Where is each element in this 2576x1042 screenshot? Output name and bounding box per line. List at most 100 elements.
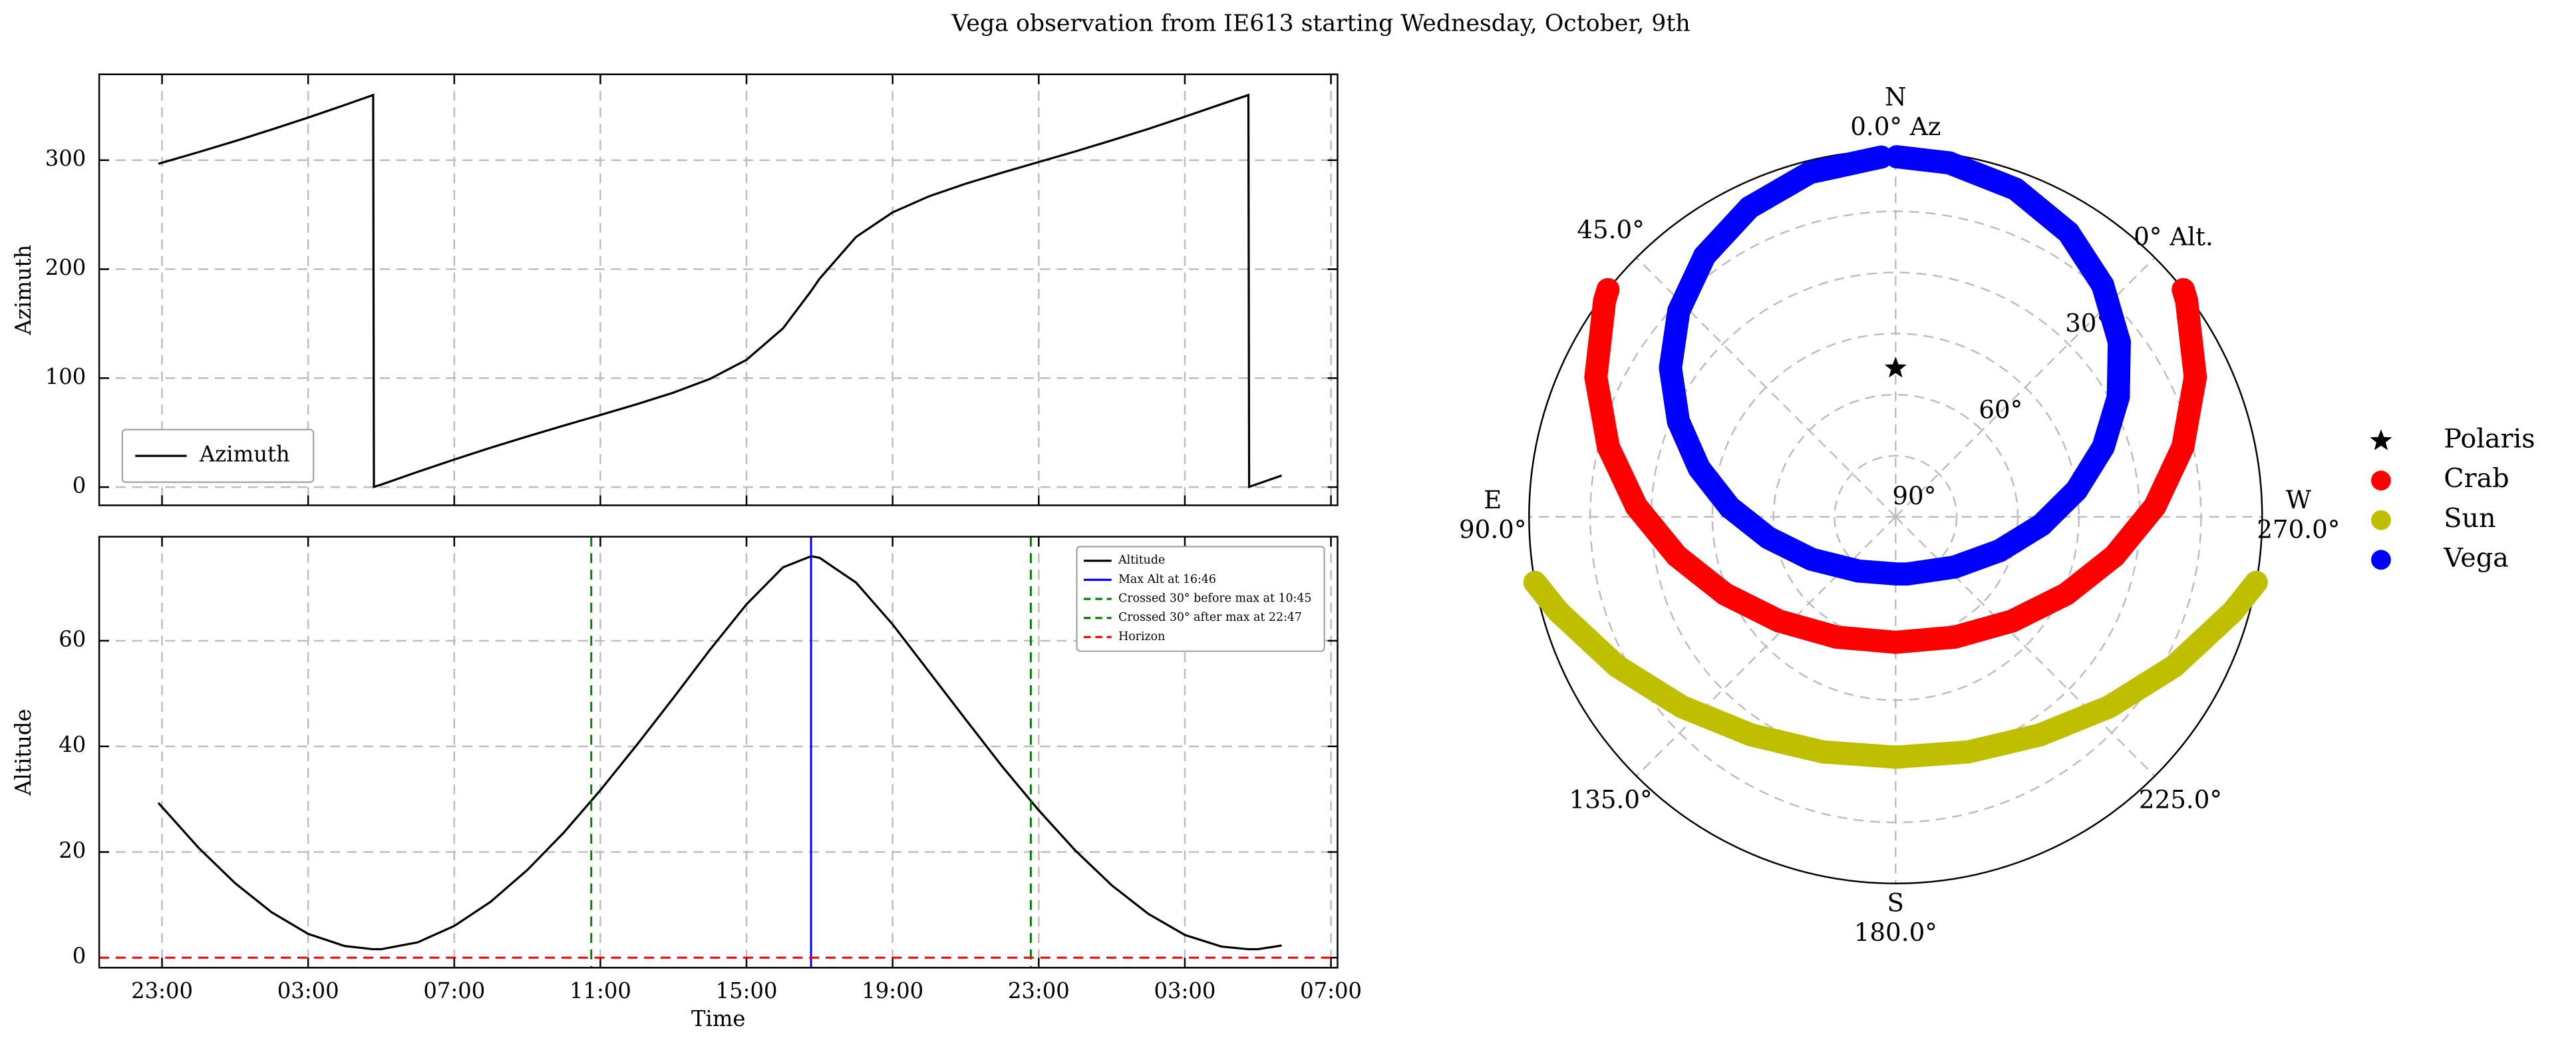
point	[2092, 435, 2115, 459]
legend-marker	[2371, 550, 2391, 570]
point	[1625, 494, 1649, 518]
y-tick-label: 200	[45, 255, 86, 280]
point	[1800, 548, 1824, 571]
legend-label: Azimuth	[199, 442, 290, 467]
point	[2102, 544, 2126, 568]
point	[2054, 582, 2078, 606]
point	[1738, 196, 1761, 220]
point	[1798, 161, 1822, 184]
angular-grid	[1895, 516, 2156, 777]
figure-title: Vega observation from IE613 starting Wed…	[951, 11, 1690, 37]
legend-box	[1076, 546, 1325, 652]
point	[1692, 244, 1716, 267]
legend-label: Crab	[2444, 463, 2509, 494]
point	[1667, 409, 1690, 433]
r-tick-label: 0° Alt.	[2134, 222, 2213, 252]
legend-label: Sun	[2444, 503, 2496, 534]
point	[1713, 582, 1737, 606]
legend-label: Crossed 30° before max at 10:45	[1118, 592, 1311, 606]
point	[1937, 151, 1961, 175]
point	[1756, 526, 1780, 550]
point	[1605, 654, 1629, 678]
legend-label: Crossed 30° after max at 22:47	[1118, 611, 1302, 624]
series-line	[157, 555, 1282, 951]
point	[1547, 600, 1570, 623]
y-tick-label: 0	[73, 473, 86, 498]
theta-tick-label: 180.0°	[1854, 918, 1937, 947]
point	[1659, 356, 1683, 380]
point	[1883, 630, 1907, 654]
point	[2171, 435, 2195, 458]
point	[1523, 570, 1547, 594]
plot-frame	[98, 536, 1339, 969]
legend-box	[121, 429, 315, 483]
point	[2108, 330, 2131, 354]
point	[1767, 609, 1791, 633]
point	[1943, 625, 1967, 649]
legend-label: Polaris	[2444, 424, 2535, 454]
y-tick-label: 100	[45, 364, 86, 389]
point	[1670, 695, 1694, 719]
point	[2004, 177, 2027, 201]
y-tick-label: 60	[59, 626, 86, 651]
theta-tick-label: 0.0° Az	[1850, 112, 1941, 141]
cardinal-label: E	[1484, 485, 1502, 514]
y-axis-label: Altitude	[11, 709, 36, 796]
point	[1895, 562, 1919, 586]
x-tick-label: 19:00	[862, 978, 923, 1003]
x-tick-label: 23:00	[131, 978, 193, 1003]
r-tick-label: 90°	[1892, 481, 1936, 510]
point	[2091, 273, 2114, 297]
point	[1665, 544, 1689, 568]
y-tick-label: 20	[59, 838, 86, 863]
point	[1718, 496, 1742, 519]
point	[2221, 600, 2245, 623]
legend: Azimuth	[121, 429, 315, 483]
cardinal-label: S	[1887, 888, 1905, 918]
point	[1667, 299, 1690, 323]
angular-grid	[1635, 516, 1897, 777]
point	[1824, 625, 1848, 649]
point	[2001, 609, 2024, 633]
theta-tick-label: 225.0°	[2139, 784, 2222, 814]
x-tick-label: 11:00	[569, 978, 631, 1003]
point	[1847, 559, 1871, 583]
x-tick-label: 03:00	[1154, 978, 1215, 1003]
point	[2143, 494, 2167, 518]
x-tick-label: 15:00	[716, 978, 778, 1003]
legend-label: Altitude	[1118, 554, 1165, 567]
y-tick-label: 0	[73, 944, 86, 969]
legend-label: Vega	[2443, 542, 2509, 573]
x-axis-label: Time	[691, 1006, 746, 1031]
point	[1593, 289, 1617, 313]
point	[2098, 695, 2122, 719]
series-line	[158, 93, 1282, 489]
r-tick-label: 60°	[1979, 395, 2022, 424]
point	[1597, 435, 1620, 458]
y-tick-label: 300	[45, 146, 86, 171]
point	[2244, 570, 2268, 594]
point	[1584, 365, 1608, 389]
point	[2064, 478, 2088, 502]
point	[2106, 385, 2130, 409]
theta-tick-label: 270.0°	[2257, 515, 2340, 544]
legend-marker	[2371, 470, 2391, 491]
point	[2030, 513, 2054, 537]
point	[2028, 723, 2052, 747]
point	[2056, 221, 2080, 244]
x-tick-label: 03:00	[277, 978, 339, 1003]
plot-frame	[98, 73, 1339, 506]
point	[1883, 745, 1907, 769]
x-tick-label: 23:00	[1008, 978, 1070, 1003]
legend: Altitude Max Alt at 16:46 Crossed 30° befo…	[1076, 546, 1325, 652]
point	[1740, 723, 1763, 747]
point	[1885, 145, 1909, 169]
point	[1988, 539, 2012, 562]
legend-marker	[2371, 510, 2391, 530]
legend-label: Max Alt at 16:46	[1118, 573, 1216, 586]
x-tick-label: 07:00	[1300, 978, 1362, 1003]
y-tick-label: 40	[59, 732, 86, 757]
